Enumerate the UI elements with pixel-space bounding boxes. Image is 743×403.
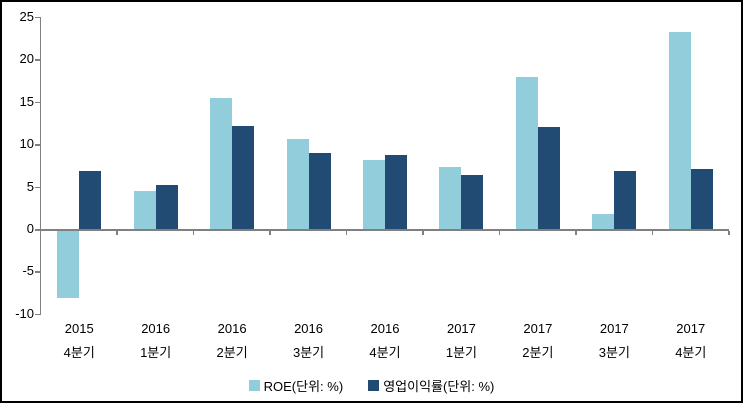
category-year-label: 2017	[599, 321, 629, 336]
y-axis-tick	[35, 101, 40, 104]
bar-operating-margin	[385, 155, 407, 229]
y-axis-tick-label: -5	[22, 263, 34, 279]
x-axis-tick	[345, 230, 348, 235]
x-axis-category-label: 2016 1분기	[118, 321, 194, 360]
x-axis-category-label: 2016 3분기	[271, 321, 347, 360]
y-axis-tick	[35, 229, 40, 231]
category-quarter-label: 2분기	[522, 345, 554, 360]
bar-operating-margin	[232, 126, 255, 229]
x-axis-tick	[575, 230, 577, 235]
category-quarter-label: 1분기	[445, 345, 478, 360]
y-axis-tick-label: 20	[19, 51, 34, 67]
category-year-label: 2016	[141, 321, 171, 336]
x-axis-category-label: 2017 3분기	[576, 321, 652, 360]
bar-operating-margin	[461, 174, 484, 229]
y-axis-tick	[35, 144, 40, 146]
y-axis-tick-label: 5	[26, 178, 34, 194]
x-axis-tick	[422, 230, 424, 235]
legend: ROE(단위: %) 영업이익률(단위: %)	[2, 376, 741, 395]
bar-operating-margin	[79, 171, 102, 229]
x-axis-category-label: 2016 2분기	[194, 321, 270, 360]
x-axis-tick	[192, 230, 195, 235]
y-axis-tick-label: 25	[19, 8, 34, 24]
bar-roe	[439, 167, 462, 229]
x-axis-category-label: 2016 4분기	[347, 321, 423, 360]
x-axis-tick	[728, 230, 730, 235]
x-axis-tick	[116, 230, 118, 235]
x-axis-category-label: 2015 4분기	[41, 321, 117, 360]
bar-operating-margin	[690, 168, 713, 229]
bar-roe	[363, 160, 385, 229]
category-quarter-label: 4분기	[63, 345, 95, 360]
x-axis-tick	[498, 230, 501, 235]
x-axis-tick	[651, 230, 654, 235]
y-axis-tick	[35, 186, 40, 189]
legend-label: 영업이익률(단위: %)	[383, 379, 495, 394]
y-axis-tick	[35, 16, 40, 19]
y-axis-tick-label: -10	[15, 305, 34, 321]
y-axis-tick-label: 15	[19, 93, 34, 109]
category-year-label: 2016	[370, 321, 400, 336]
legend-label: ROE(단위: %)	[263, 379, 344, 394]
category-year-label: 2015	[64, 321, 94, 336]
category-quarter-label: 3분기	[598, 345, 630, 360]
x-axis-tick	[269, 230, 271, 235]
legend-item-roe: ROE(단위: %)	[248, 376, 344, 395]
legend-swatch-roe	[248, 380, 260, 391]
bar-roe	[133, 190, 156, 229]
category-year-label: 2016	[217, 321, 247, 336]
category-year-label: 2017	[523, 321, 553, 336]
legend-swatch-operating-margin	[368, 380, 380, 391]
category-quarter-label: 4분기	[369, 345, 401, 360]
y-axis-tick	[35, 313, 40, 316]
y-axis-tick	[35, 271, 40, 273]
y-axis-line	[39, 16, 41, 316]
bar-roe	[286, 139, 309, 229]
bar-operating-margin	[537, 127, 560, 229]
x-axis-category-label: 2017 2분기	[500, 321, 576, 360]
y-axis-tick	[35, 59, 40, 61]
y-axis-tick-label: 0	[26, 221, 34, 236]
category-quarter-label: 1분기	[140, 345, 172, 360]
legend-item-operating-margin: 영업이익률(단위: %)	[368, 376, 494, 395]
bar-operating-margin	[614, 171, 637, 229]
bar-operating-margin	[155, 184, 178, 229]
category-quarter-label: 2분기	[216, 345, 248, 360]
category-year-label: 2016	[294, 321, 323, 336]
x-axis-category-label: 2017 1분기	[423, 321, 499, 360]
category-quarter-label: 4분기	[675, 345, 707, 360]
x-axis-line	[39, 229, 729, 231]
bar-roe	[592, 213, 615, 229]
category-quarter-label: 3분기	[292, 345, 325, 360]
x-axis-category-label: 2017 4분기	[653, 321, 729, 360]
bar-operating-margin	[308, 152, 331, 229]
category-year-label: 2017	[446, 321, 476, 336]
bar-roe	[210, 98, 233, 229]
bar-roe	[668, 32, 691, 229]
category-year-label: 2017	[676, 321, 706, 336]
bar-roe	[57, 230, 80, 299]
y-axis-tick-label: 10	[19, 136, 34, 152]
bar-roe	[515, 77, 538, 229]
